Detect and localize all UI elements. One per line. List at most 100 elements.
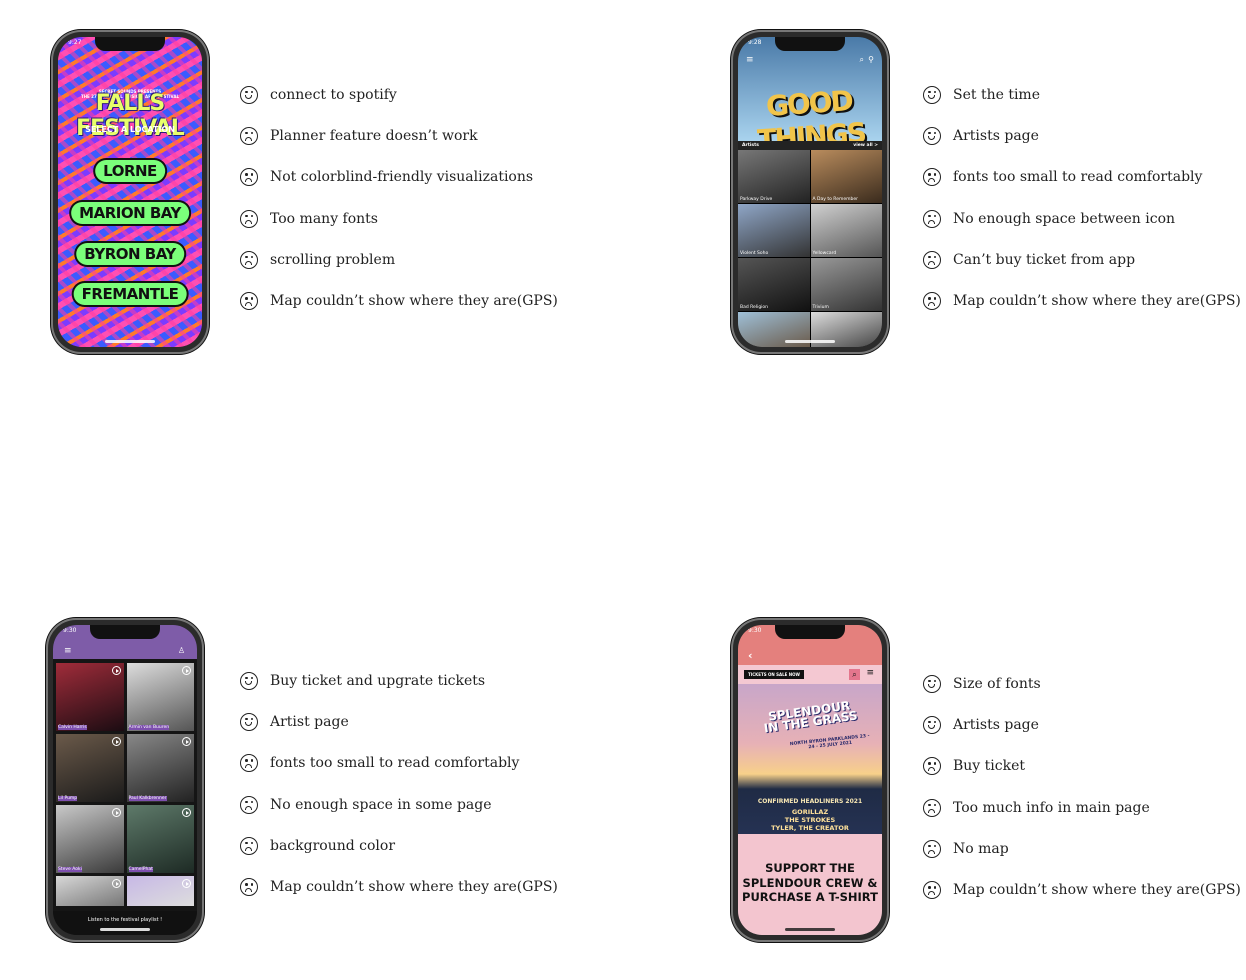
- headliner-acts: GORILLAZ THE STROKES TYLER, THE CREATOR: [738, 808, 882, 832]
- smile-icon: [923, 85, 941, 104]
- section-title: Artists: [742, 143, 759, 148]
- note-text: Not colorblind-friendly visualizations: [270, 169, 534, 186]
- frown-icon: [240, 878, 258, 897]
- home-indicator: [785, 928, 835, 931]
- note-text: Artists page: [953, 716, 1039, 733]
- presenter-text: SECRET SOUNDS PRESENTS: [98, 89, 162, 94]
- support-text[interactable]: SUPPORT THE SPLENDOUR CREW & PURCHASE A …: [738, 861, 882, 905]
- play-icon[interactable]: [182, 879, 191, 888]
- artist-tile[interactable]: Calvin Harris: [56, 663, 124, 731]
- note-text: Map couldn’t show where they are(GPS): [953, 882, 1241, 899]
- play-icon[interactable]: [111, 666, 121, 675]
- play-icon[interactable]: [111, 879, 121, 888]
- artist-tile[interactable]: [56, 876, 124, 906]
- note-text: Buy ticket and upgrate tickets: [270, 672, 486, 689]
- note-text: No enough space between icon: [953, 210, 1176, 227]
- frown-icon: [240, 754, 258, 773]
- note-text: fonts too small to read comfortably: [270, 755, 520, 772]
- back-icon[interactable]: ‹: [748, 649, 753, 662]
- artist-tile[interactable]: Trivium: [810, 258, 882, 311]
- notes-list-splendour: Size of fonts Artists page Buy ticket To…: [923, 663, 1241, 911]
- artist-tile[interactable]: Bad Religion: [738, 258, 810, 311]
- note-item: No map: [923, 828, 1241, 869]
- menu-icon[interactable]: ≡: [746, 55, 754, 65]
- note-item: Buy ticket: [923, 746, 1241, 787]
- note-text: Artist page: [270, 713, 349, 730]
- home-indicator: [105, 340, 155, 343]
- artist-tile[interactable]: Parkway Drive: [738, 150, 810, 203]
- frown-icon: [923, 839, 941, 858]
- note-text: No enough space in some page: [270, 796, 492, 813]
- artist-name: A Day to Remember: [812, 197, 858, 202]
- note-item: Too many fonts: [240, 198, 558, 239]
- location-byron-bay[interactable]: BYRON BAY: [76, 243, 184, 265]
- playlist-footer[interactable]: Listen to the festival playlist !: [53, 911, 197, 935]
- header-banner: [738, 37, 882, 141]
- note-item: Artists page: [923, 704, 1241, 745]
- search-icon[interactable]: ⌕: [859, 55, 864, 64]
- phone-notch: [95, 37, 165, 51]
- note-text: Map couldn’t show where they are(GPS): [953, 293, 1241, 310]
- artist-tile[interactable]: Yellowcard: [810, 204, 882, 257]
- artist-name: Violent Soho: [740, 251, 769, 256]
- note-text: Too much info in main page: [953, 799, 1150, 816]
- artist-name: Armin van Buuren: [128, 725, 170, 730]
- note-item: Artists page: [923, 115, 1241, 156]
- frown-icon: [923, 168, 941, 187]
- status-time: 9:27: [68, 39, 82, 46]
- note-item: Map couldn’t show where they are(GPS): [240, 280, 558, 321]
- note-item: Too much info in main page: [923, 787, 1241, 828]
- phone-notch: [90, 625, 160, 639]
- artist-tile[interactable]: Lil Pump: [56, 734, 124, 802]
- notes-list-artist-playlist: Buy ticket and upgrate tickets Artist pa…: [240, 660, 558, 908]
- note-text: Map couldn’t show where they are(GPS): [270, 293, 558, 310]
- artist-name: Trivium: [812, 305, 829, 310]
- play-icon[interactable]: [182, 666, 191, 675]
- location-fremantle[interactable]: FREMANTLE: [73, 283, 187, 305]
- artist-tile[interactable]: A Day to Remember: [810, 150, 882, 203]
- play-icon[interactable]: [111, 808, 121, 817]
- play-icon[interactable]: [111, 737, 121, 746]
- note-item: No enough space between icon: [923, 198, 1241, 239]
- frown-icon: [240, 836, 258, 855]
- notes-list-good-things: Set the time Artists page fonts too smal…: [923, 74, 1241, 322]
- frown-icon: [923, 881, 941, 900]
- menu-icon[interactable]: ≡: [64, 646, 72, 656]
- note-text: Artists page: [953, 127, 1039, 144]
- menu-icon[interactable]: ≡: [866, 668, 874, 678]
- note-item: Planner feature doesn’t work: [240, 115, 558, 156]
- frown-icon: [240, 209, 258, 228]
- artist-tile[interactable]: CamelPhat: [126, 805, 194, 873]
- festival-subtitle: THE 27TH ANNUAL MUSIC & ARTS FESTIVAL: [80, 94, 180, 99]
- artist-tile[interactable]: Steve Aoki: [56, 805, 124, 873]
- frown-icon: [923, 250, 941, 269]
- artist-playlist-screen: 9:30 ≡ ♙ Calvin Harris Armin van Buuren …: [53, 625, 197, 935]
- status-time: 9:30: [748, 627, 762, 634]
- view-all-link[interactable]: view all >: [853, 143, 878, 148]
- artist-tile[interactable]: Armin van Buuren: [126, 663, 194, 731]
- artist-name: Lil Pump: [58, 796, 78, 801]
- note-item: Buy ticket and upgrate tickets: [240, 660, 558, 701]
- location-pin-icon[interactable]: ⚲: [868, 55, 874, 64]
- artist-tile[interactable]: [126, 876, 194, 906]
- play-icon[interactable]: [182, 737, 191, 746]
- artist-tile[interactable]: Violent Soho: [738, 204, 810, 257]
- frown-icon: [240, 250, 258, 269]
- frown-icon: [923, 292, 941, 311]
- note-text: fonts too small to read comfortably: [953, 169, 1203, 186]
- play-icon[interactable]: [182, 808, 191, 817]
- profile-icon[interactable]: ♙: [177, 646, 185, 655]
- frown-icon: [240, 795, 258, 814]
- artist-tile[interactable]: Paul Kalkbrenner: [126, 734, 194, 802]
- tickets-button[interactable]: TICKETS ON SALE NOW: [744, 670, 804, 679]
- good-things-screen: 9:28 ≡ ⌕ ⚲ GOOD THINGS Artists view all …: [738, 37, 882, 347]
- search-icon[interactable]: ⌕: [849, 669, 860, 680]
- location-lorne[interactable]: LORNE: [95, 160, 165, 182]
- poster-dates: NORTH BYRON PARKLANDS 23 - 24 - 25 JULY …: [789, 733, 870, 751]
- note-text: Can’t buy ticket from app: [953, 251, 1136, 268]
- location-marion-bay[interactable]: MARION BAY: [71, 202, 189, 224]
- note-text: Too many fonts: [270, 210, 378, 227]
- note-text: background color: [270, 837, 396, 854]
- phone-good-things: 9:28 ≡ ⌕ ⚲ GOOD THINGS Artists view all …: [731, 30, 889, 354]
- note-item: background color: [240, 825, 558, 866]
